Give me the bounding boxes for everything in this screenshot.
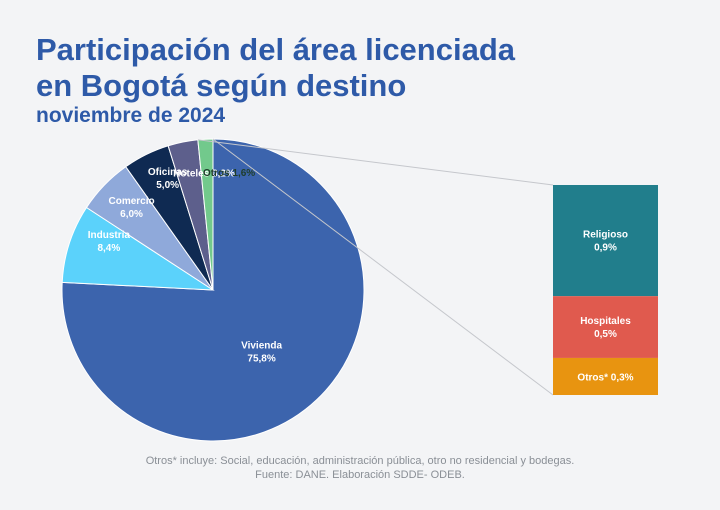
bar-segment-hospitales (553, 296, 658, 358)
pie-label-otros: Otros 1,6% (203, 168, 255, 179)
bar-label-otros: Otros* 0,3% (577, 372, 633, 383)
pie-label-vivienda: Vivienda (241, 341, 282, 352)
bar-segment-religioso (553, 185, 658, 297)
connector-line-top (197, 139, 554, 186)
pie-chart: Vivienda 75,8% Industria 8,4% Comercio 6,0% Of… (61, 138, 365, 442)
pie-slice-vivienda (61, 138, 365, 442)
bar-label-religioso: Religioso (583, 230, 628, 241)
bar-segment-otros (553, 357, 658, 395)
pie-label-comercio: Comercio (109, 196, 155, 207)
pie-value-industria: 8,4% (97, 243, 120, 254)
pie-value-comercio: 6,0% (120, 209, 143, 220)
pie-value-vivienda: 75,8% (247, 354, 275, 365)
chart-title: Participación del área licenciada en Bog… (36, 32, 636, 104)
connector-lines (197, 138, 554, 396)
bar-label-hospitales: Hospitales (580, 316, 631, 327)
source-note: Fuente: DANE. Elaboración SDDE- ODEB. (255, 469, 465, 481)
bar-value-hospitales: 0,5% (594, 329, 617, 340)
pie-label-industria: Industria (88, 230, 131, 241)
title-line-1: Participación del área licenciada (36, 32, 516, 67)
pie-value-oficinas: 5,0% (156, 180, 179, 191)
footnote: Otros* incluye: Social, educación, admin… (145, 455, 575, 467)
chart-subtitle: noviembre de 2024 (36, 104, 226, 127)
pie-label-hoteles: Hoteles 3,2% (173, 168, 235, 179)
breakdown-bar: Religioso 0,9% Hospitales 0,5% Otros* 0,3% (553, 185, 658, 395)
bar-value-religioso: 0,9% (594, 243, 617, 254)
connector-line-bottom (212, 138, 554, 396)
title-line-2: en Bogotá según destino (36, 68, 407, 103)
pie-label-oficinas: Oficinas (148, 167, 188, 178)
